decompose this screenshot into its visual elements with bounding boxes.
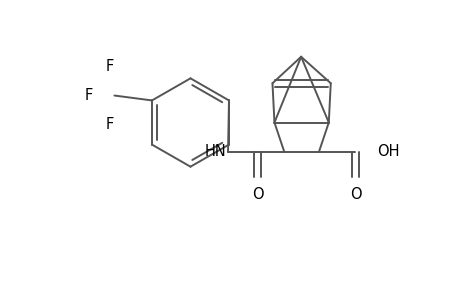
Text: O: O — [349, 187, 360, 202]
Text: O: O — [251, 187, 263, 202]
Text: HN: HN — [204, 145, 225, 160]
Text: OH: OH — [376, 145, 399, 160]
Text: F: F — [84, 88, 93, 103]
Text: F: F — [105, 59, 113, 74]
Text: F: F — [105, 117, 113, 132]
